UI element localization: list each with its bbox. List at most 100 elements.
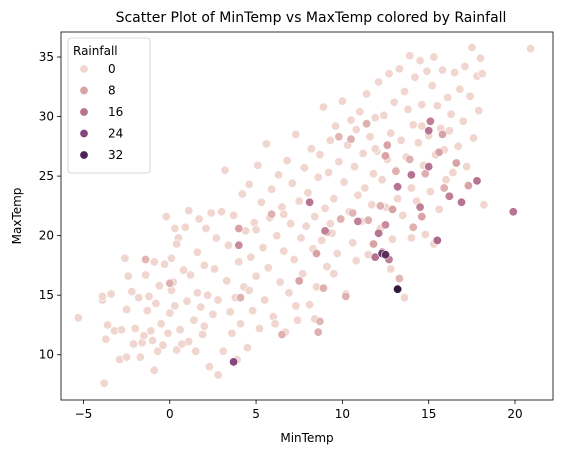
data-point: [199, 260, 209, 270]
data-point: [284, 288, 294, 298]
data-point: [451, 158, 461, 168]
data-point: [377, 175, 387, 185]
y-axis: 10 15 20 25 30 35: [39, 50, 61, 362]
data-point: [336, 214, 346, 224]
data-point: [261, 139, 271, 149]
data-point: [348, 238, 358, 248]
chart-title: Scatter Plot of MinTemp vs MaxTemp color…: [116, 10, 507, 26]
x-tick-label: 5: [252, 407, 260, 421]
data-point: [167, 253, 177, 263]
data-point: [365, 132, 375, 142]
data-point: [362, 89, 372, 99]
y-tick-label: 30: [39, 110, 54, 124]
legend-marker: [79, 86, 89, 96]
data-point: [253, 160, 263, 170]
data-point: [270, 319, 280, 329]
data-point: [456, 197, 466, 207]
data-point: [141, 270, 151, 280]
data-point: [170, 224, 180, 234]
data-point: [325, 135, 335, 145]
data-point: [389, 97, 399, 107]
data-point: [305, 197, 315, 207]
data-point: [398, 210, 408, 220]
data-point: [410, 72, 420, 82]
data-point: [248, 306, 258, 316]
data-point: [161, 212, 171, 222]
data-point: [201, 224, 211, 234]
data-point: [179, 265, 189, 275]
data-point: [448, 168, 458, 178]
data-point: [267, 184, 277, 194]
data-point: [396, 135, 406, 145]
data-point: [417, 212, 427, 222]
data-point: [453, 141, 463, 151]
data-point: [153, 346, 163, 356]
data-point: [213, 370, 223, 380]
data-point: [324, 168, 334, 178]
data-point: [218, 346, 228, 356]
data-point: [353, 216, 363, 226]
data-point: [318, 102, 328, 112]
data-point: [368, 239, 378, 249]
data-point: [406, 183, 416, 193]
data-point: [229, 357, 239, 367]
data-point: [141, 255, 151, 265]
data-point: [391, 166, 401, 176]
data-point: [334, 157, 344, 167]
data-point: [194, 214, 204, 224]
x-axis-label: MinTemp: [280, 431, 333, 445]
data-point: [227, 328, 237, 338]
data-point: [123, 271, 133, 281]
data-point: [455, 84, 465, 94]
data-point: [408, 120, 418, 130]
data-point: [429, 52, 439, 62]
data-point: [463, 181, 473, 191]
data-point: [329, 194, 339, 204]
data-point: [420, 230, 430, 240]
data-point: [146, 326, 156, 336]
data-point: [474, 106, 484, 116]
data-point: [313, 327, 323, 337]
legend-label: 16: [108, 105, 123, 119]
data-point: [199, 321, 209, 331]
data-point: [415, 56, 425, 66]
data-point: [475, 53, 485, 63]
data-point: [320, 226, 330, 236]
data-point: [380, 220, 390, 230]
data-point: [106, 289, 116, 299]
data-point: [163, 328, 173, 338]
data-point: [446, 109, 456, 119]
data-point: [142, 306, 152, 316]
data-point: [439, 183, 449, 193]
data-point: [351, 125, 361, 135]
data-point: [362, 119, 372, 129]
data-point: [432, 101, 442, 111]
data-point: [427, 81, 437, 91]
x-tick-label: −5: [75, 407, 93, 421]
data-point: [318, 283, 328, 293]
data-point: [346, 115, 356, 125]
data-point: [149, 365, 159, 375]
data-point: [441, 175, 451, 185]
points-layer: [73, 42, 536, 388]
data-point: [360, 183, 370, 193]
data-point: [258, 243, 268, 253]
data-point: [386, 264, 396, 274]
data-point: [467, 42, 477, 52]
data-point: [425, 187, 435, 197]
data-point: [417, 100, 427, 110]
data-point: [370, 144, 380, 154]
data-point: [434, 204, 444, 214]
data-point: [205, 362, 215, 372]
data-point: [334, 132, 344, 142]
data-point: [298, 269, 308, 279]
data-point: [279, 209, 289, 219]
data-point: [225, 307, 235, 317]
data-point: [368, 169, 378, 179]
data-point: [242, 343, 252, 353]
data-point: [291, 301, 301, 311]
y-tick-label: 10: [39, 348, 54, 362]
data-point: [349, 162, 359, 172]
data-point: [130, 323, 140, 333]
data-point: [393, 182, 403, 192]
